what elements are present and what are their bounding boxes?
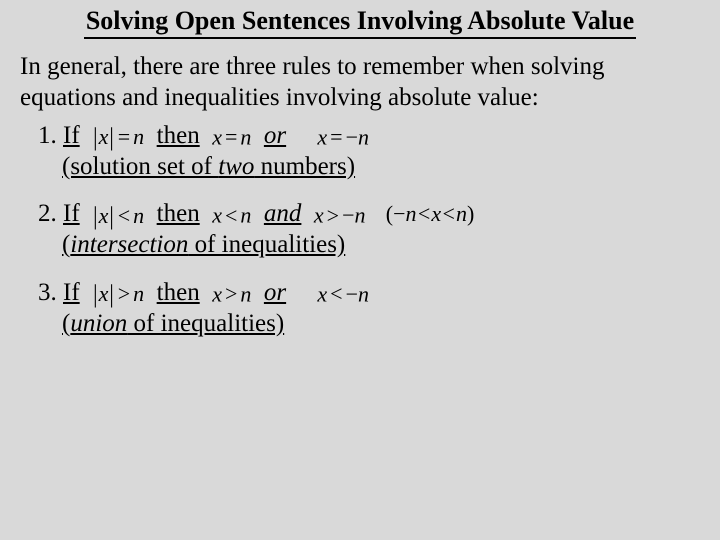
rule-2-paren: (−n<x<n) [386, 201, 475, 226]
rule-1-if: If [63, 122, 80, 149]
rule-1-then: then [157, 122, 200, 149]
rule-3-line: 3. If |x|>n then x>n or x<−n [38, 277, 700, 308]
rule-1-conj: or [264, 122, 286, 149]
rule-3-number: 3. [38, 279, 57, 306]
page-title: Solving Open Sentences Involving Absolut… [84, 6, 636, 39]
rule-3-sub: (union of inequalities) [38, 308, 700, 339]
rule-1-number: 1. [38, 122, 57, 149]
rule-1-sub-em: two [218, 153, 254, 180]
rule-3-sub-em: union [70, 310, 127, 337]
rule-2-line: 2. If |x|<n then x<n and x>−n (−n<x<n) [38, 198, 700, 229]
rule-2-condition: |x|<n [92, 203, 144, 228]
rule-3-condition: |x|>n [92, 281, 144, 306]
rule-2-sub-em: intersection [70, 231, 188, 258]
rule-2-result2: x>−n [314, 203, 366, 228]
rule-2: 2. If |x|<n then x<n and x>−n (−n<x<n) (… [38, 198, 700, 261]
rule-3-sub-close: of inequalities) [127, 310, 284, 337]
rule-1-result2: x=−n [317, 124, 369, 149]
rule-1-sub-close: numbers) [254, 153, 355, 180]
rule-1: 1. If |x|=n then x=n or x=−n (solution s… [38, 120, 700, 183]
rule-3-result1: x>n [212, 281, 251, 306]
intro-text: In general, there are three rules to rem… [20, 51, 700, 114]
rules-list: 1. If |x|=n then x=n or x=−n (solution s… [20, 120, 700, 340]
rule-2-result1: x<n [212, 203, 251, 228]
rule-3-if: If [63, 279, 80, 306]
rule-2-number: 2. [38, 200, 57, 227]
rule-1-sub: (solution set of two numbers) [38, 151, 700, 182]
rule-3-result2: x<−n [317, 281, 369, 306]
rule-2-then: then [157, 200, 200, 227]
rule-3: 3. If |x|>n then x>n or x<−n (union of i… [38, 277, 700, 340]
rule-1-result1: x=n [212, 124, 251, 149]
rule-3-conj: or [264, 279, 286, 306]
content-area: In general, there are three rules to rem… [0, 39, 720, 339]
rule-2-conj: and [264, 200, 302, 227]
rule-1-line: 1. If |x|=n then x=n or x=−n [38, 120, 700, 151]
rule-2-if: If [63, 200, 80, 227]
rule-1-condition: |x|=n [92, 124, 144, 149]
rule-1-sub-open: (solution set of [62, 153, 218, 180]
title-bar: Solving Open Sentences Involving Absolut… [0, 0, 720, 39]
rule-2-sub-close: of inequalities) [188, 231, 345, 258]
rule-3-then: then [157, 279, 200, 306]
rule-2-sub: (intersection of inequalities) [38, 229, 700, 260]
